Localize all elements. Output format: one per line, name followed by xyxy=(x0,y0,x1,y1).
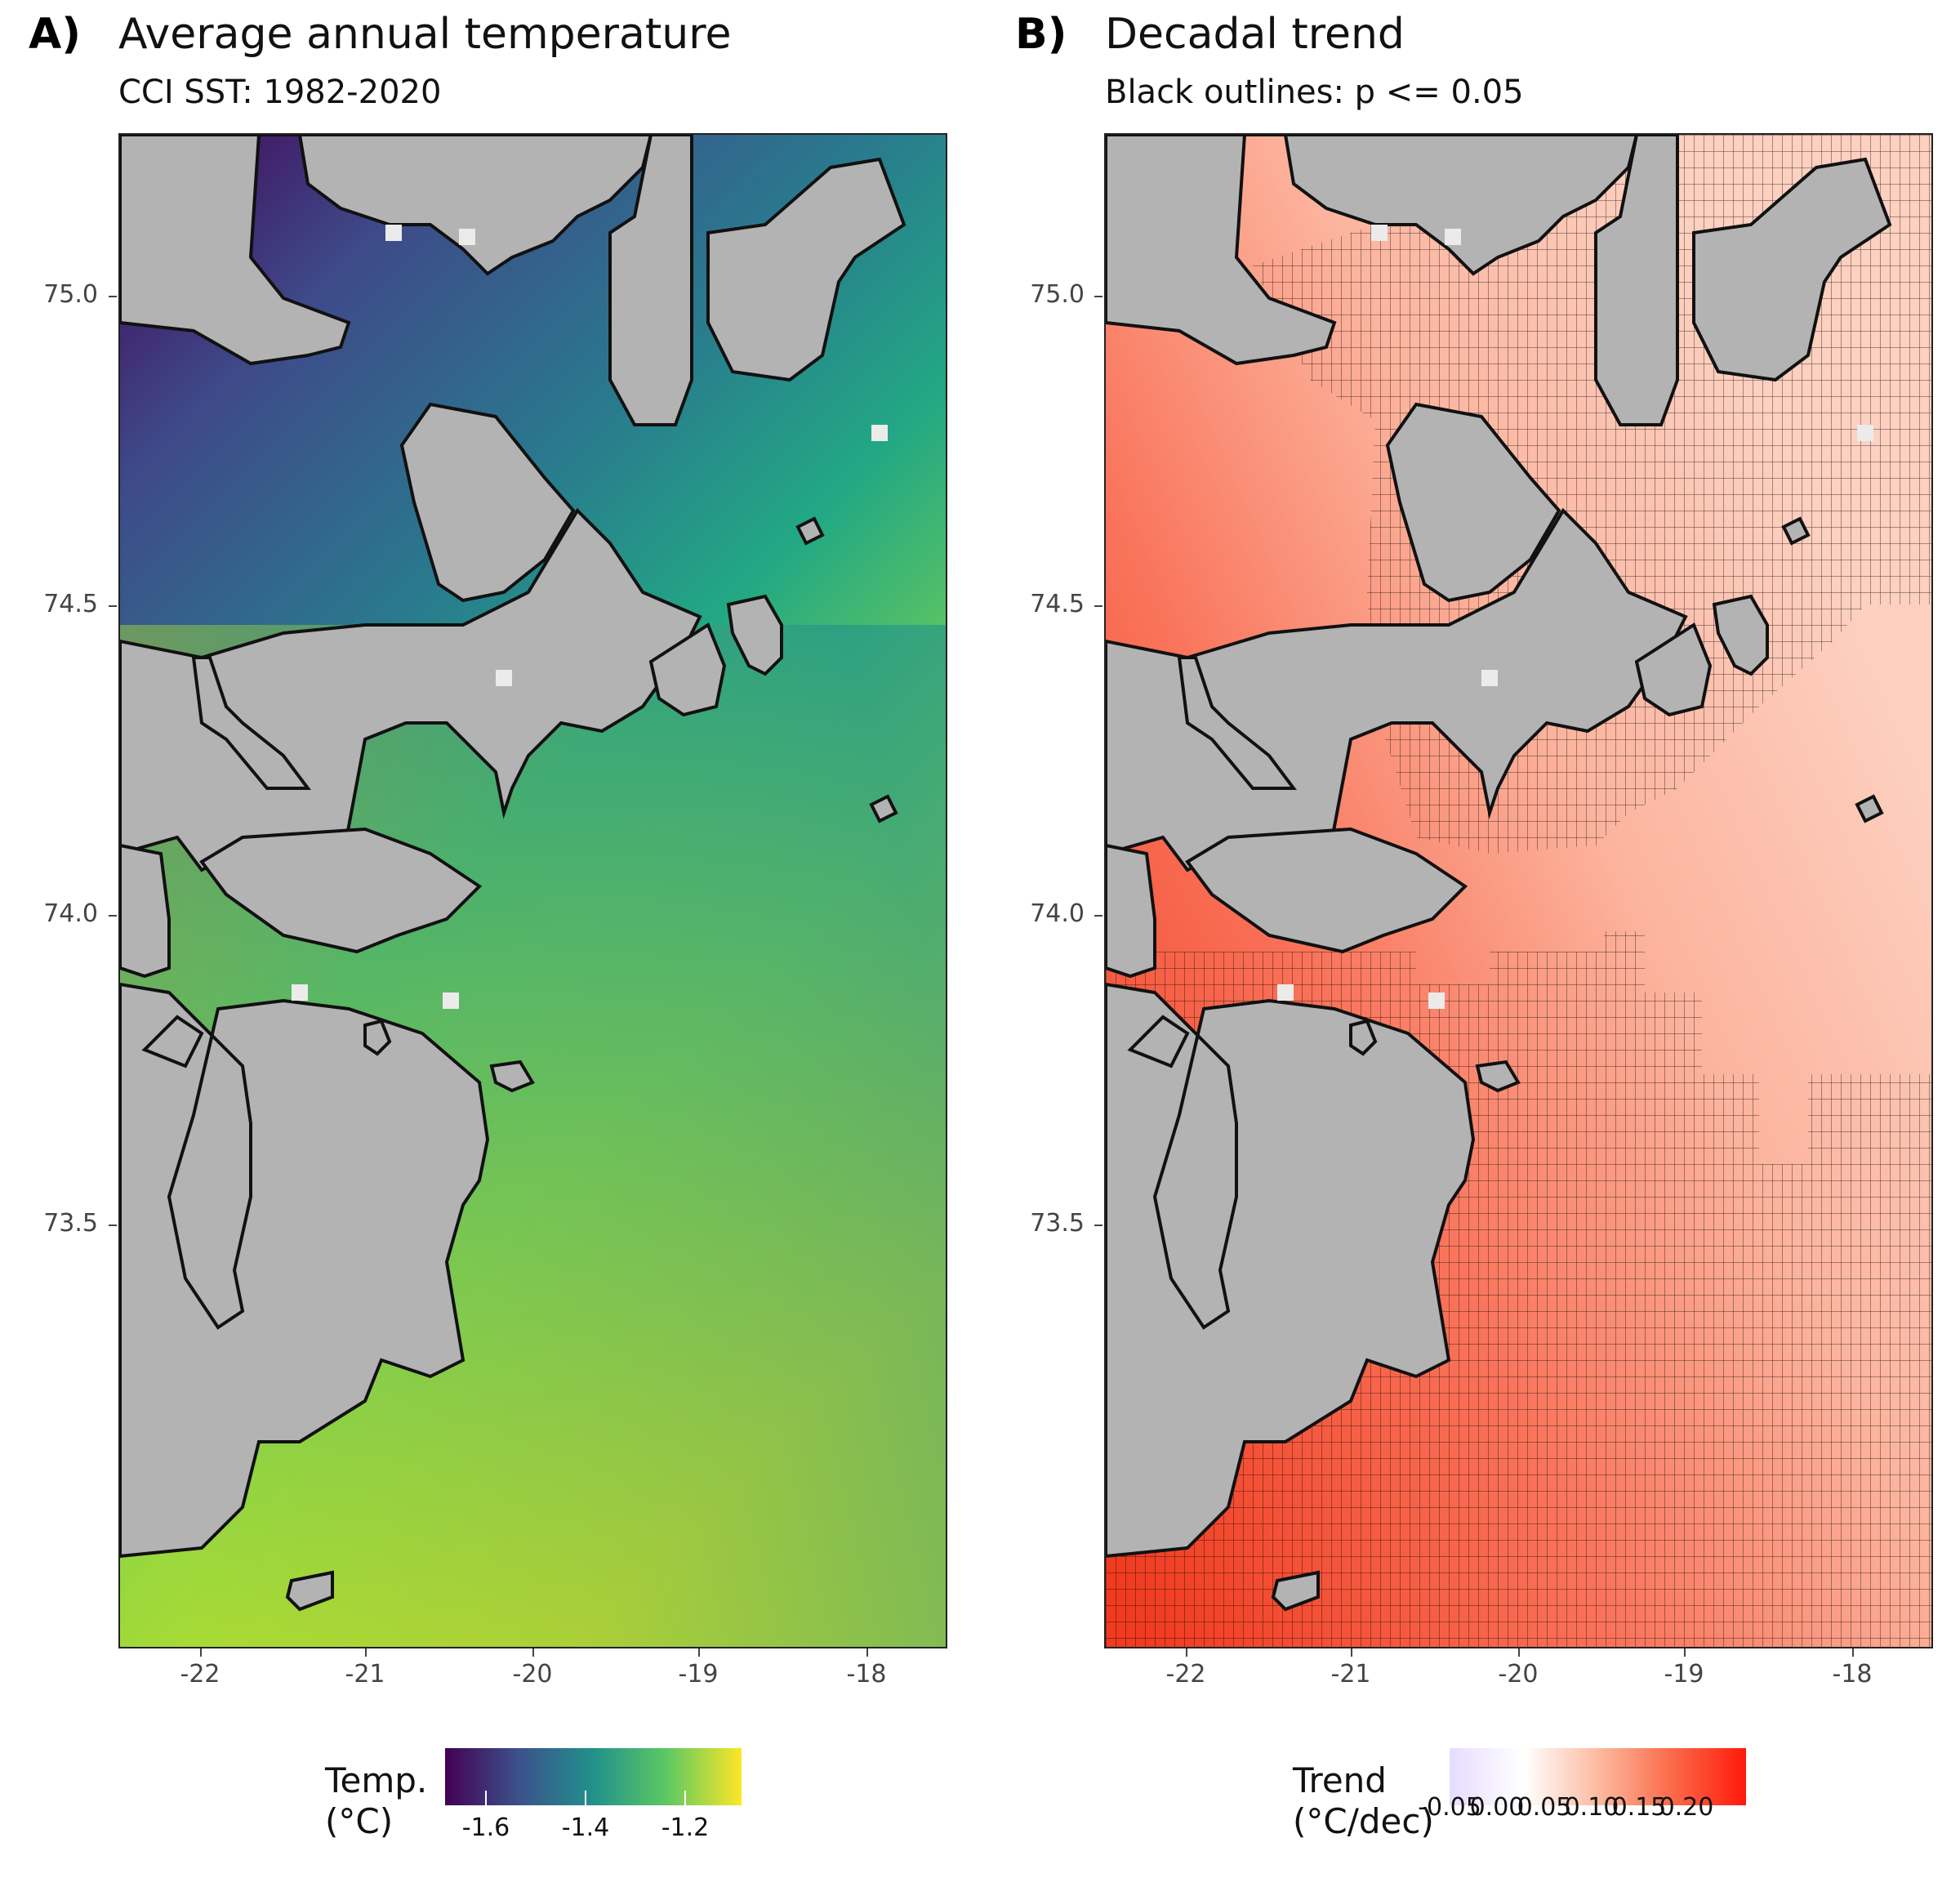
x-tick-label: -20 xyxy=(1498,1660,1539,1688)
x-tick-label: -19 xyxy=(678,1660,719,1688)
x-tick xyxy=(1852,1648,1854,1657)
missing-cells xyxy=(1277,225,1873,1009)
x-tick-label: -21 xyxy=(345,1660,385,1688)
x-tick-label: -22 xyxy=(180,1660,220,1688)
panel-title: Average annual temperature xyxy=(118,10,732,59)
y-tick-label: 74.5 xyxy=(1030,590,1085,618)
missing-cells xyxy=(292,225,888,1009)
trend-map-svg xyxy=(1106,135,1931,1647)
land-masses xyxy=(1106,135,1892,1612)
panel-subtitle: Black outlines: p <= 0.05 xyxy=(1105,74,1524,111)
legend-label: 0.20 xyxy=(1659,1793,1714,1822)
x-tick xyxy=(1684,1648,1686,1657)
x-tick-label: -19 xyxy=(1664,1660,1704,1688)
x-tick xyxy=(1351,1648,1352,1657)
legend-title: Temp. (°C) xyxy=(325,1760,428,1841)
color-scale-bar xyxy=(1450,1748,1746,1805)
panel-b: B) Decadal trend Black outlines: p <= 0.… xyxy=(980,0,1960,1887)
y-tick xyxy=(1094,915,1102,917)
legend-label: 0.05 xyxy=(1517,1793,1572,1822)
x-tick xyxy=(200,1648,202,1657)
y-tick xyxy=(109,915,117,917)
y-tick xyxy=(1094,1225,1102,1226)
y-tick-label: 74.0 xyxy=(43,899,98,928)
legend-label: -1.4 xyxy=(561,1813,610,1842)
x-tick xyxy=(532,1648,534,1657)
y-tick-label: 75.0 xyxy=(1030,280,1085,309)
legend-label: -0.05 xyxy=(1418,1793,1481,1822)
temperature-map xyxy=(118,133,947,1648)
land-masses xyxy=(120,135,906,1612)
y-tick-label: 73.5 xyxy=(1030,1209,1085,1238)
x-tick xyxy=(365,1648,367,1657)
y-tick-label: 73.5 xyxy=(43,1209,98,1238)
legend-label: 0.15 xyxy=(1611,1793,1667,1822)
x-tick xyxy=(1186,1648,1187,1657)
y-tick xyxy=(109,296,117,297)
color-scale-bar xyxy=(445,1748,742,1805)
x-tick xyxy=(866,1648,868,1657)
panel-title: Decadal trend xyxy=(1105,10,1405,59)
y-tick xyxy=(1094,296,1102,297)
panel-a: A) Average annual temperature CCI SST: 1… xyxy=(29,10,947,1842)
y-tick xyxy=(109,1225,117,1226)
y-tick xyxy=(109,605,117,607)
legend-label: 0.10 xyxy=(1564,1793,1619,1822)
y-tick-label: 75.0 xyxy=(43,280,98,309)
y-tick-label: 74.5 xyxy=(43,590,98,618)
panel-tag: A) xyxy=(29,10,82,59)
panel-tag: B) xyxy=(1015,10,1067,59)
legend-title: Trend (°C/dec) xyxy=(1293,1760,1434,1841)
trend-map xyxy=(1104,133,1933,1648)
x-tick xyxy=(1518,1648,1520,1657)
y-tick xyxy=(1094,605,1102,607)
legend-label: 0.00 xyxy=(1469,1793,1525,1822)
x-tick-label: -21 xyxy=(1330,1660,1371,1688)
legend-tick xyxy=(684,1791,686,1805)
y-tick-label: 74.0 xyxy=(1030,899,1085,928)
legend-tick xyxy=(485,1791,487,1805)
panel-subtitle: CCI SST: 1982-2020 xyxy=(118,74,442,111)
x-tick-label: -22 xyxy=(1165,1660,1206,1688)
legend-label: -1.6 xyxy=(461,1813,510,1842)
x-tick-label: -20 xyxy=(512,1660,553,1688)
x-tick-label: -18 xyxy=(846,1660,887,1688)
x-tick-label: -18 xyxy=(1832,1660,1873,1688)
legend-tick xyxy=(585,1791,586,1805)
temperature-map-svg xyxy=(120,135,946,1647)
legend-label: -1.2 xyxy=(661,1813,710,1842)
x-tick xyxy=(698,1648,700,1657)
